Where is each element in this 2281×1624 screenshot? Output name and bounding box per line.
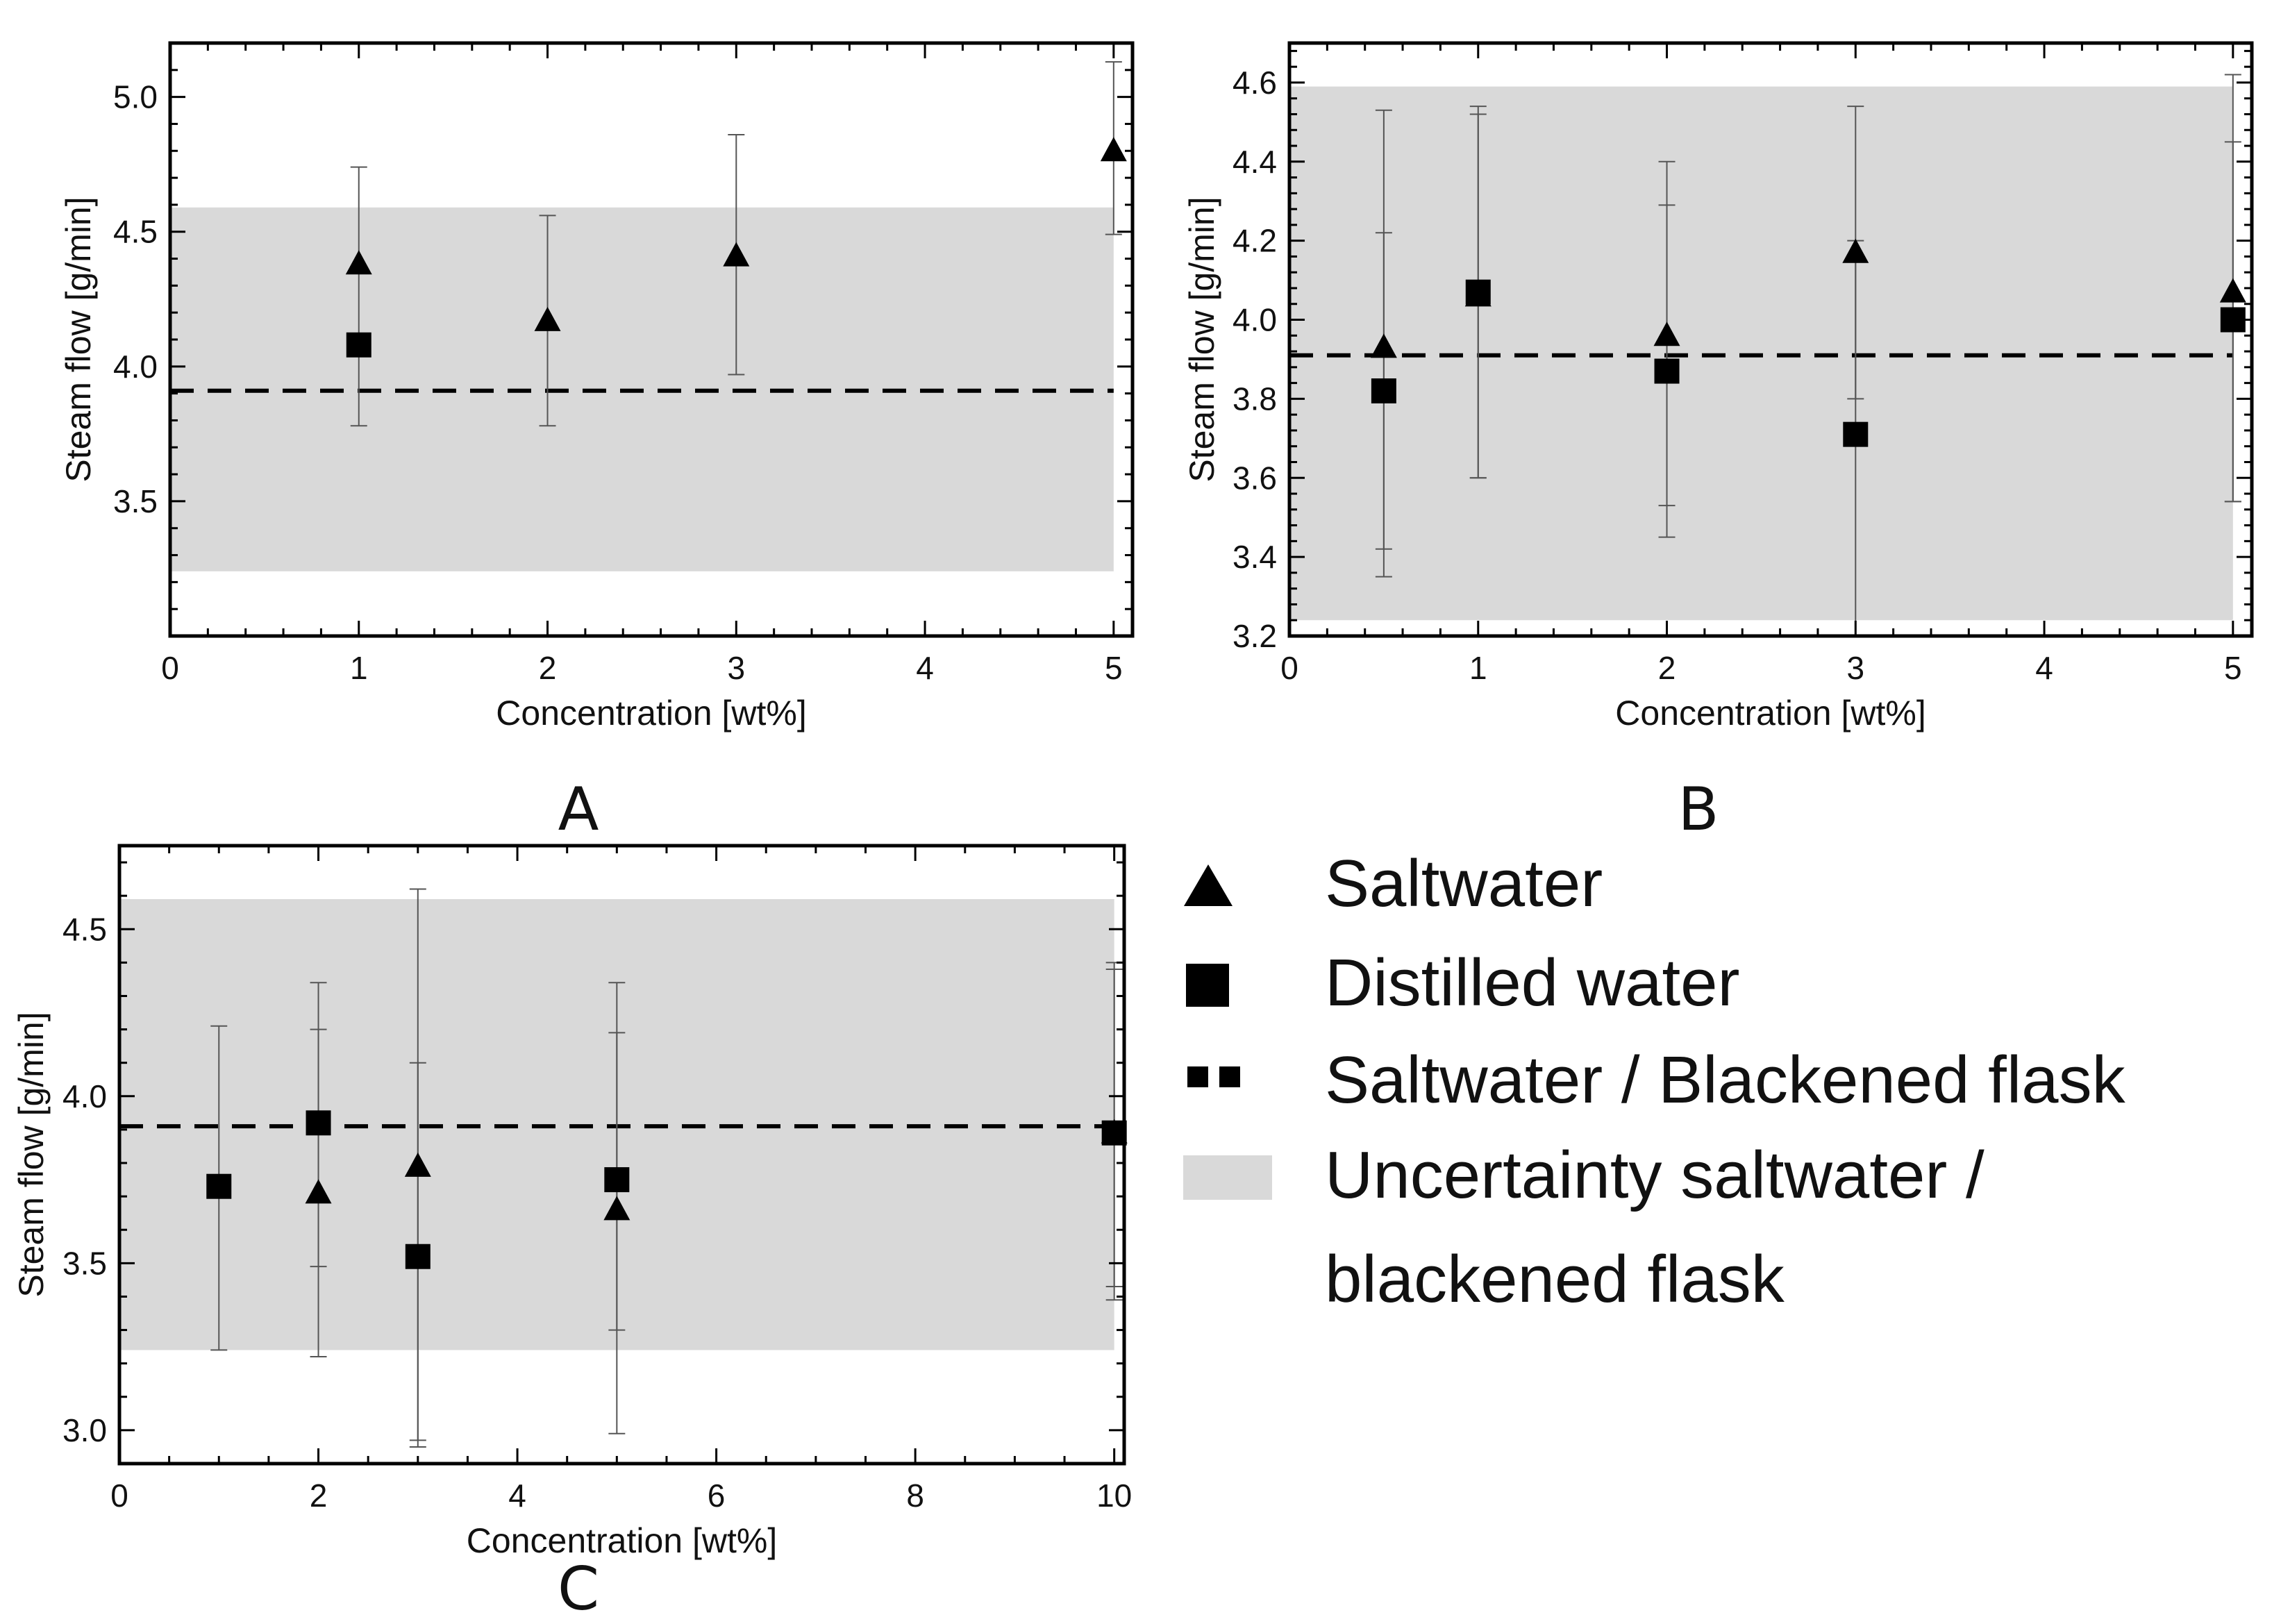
distilled-water-point [1465, 279, 1491, 305]
distilled-water-point [206, 1173, 232, 1199]
x-tick-label: 2 [1658, 650, 1676, 686]
distilled-water-point [1843, 421, 1869, 447]
grey-band-icon [1183, 1155, 1272, 1200]
x-tick-label: 4 [916, 650, 934, 686]
legend-label-saltwater: Saltwater [1325, 846, 1603, 921]
y-tick-label: 4.4 [1233, 144, 1277, 180]
x-tick-label: 3 [1846, 650, 1864, 686]
y-tick-label: 4.0 [1233, 302, 1277, 338]
x-axis-title: Concentration [wt%] [496, 694, 806, 733]
saltwater-point [2219, 278, 2246, 303]
y-tick-label: 4.6 [1233, 65, 1277, 101]
chart-panel-b: 0 1 2 3 4 5 3.2 3.4 3.6 3.8 4.0 4.2 4.4 4.6 Concentrat… [1183, 41, 2254, 733]
saltwater-point [1653, 321, 1680, 346]
saltwater-point [404, 1152, 431, 1177]
panel-label-b: B [1678, 775, 1719, 844]
y-axis-title: Steam flow [g/min] [1183, 196, 1221, 482]
legend-label-uncertainty: Uncertainty saltwater / [1325, 1138, 1985, 1212]
legend-item-baseline: Saltwater / Blackened flask [1187, 1043, 2126, 1117]
distilled-water-point [1371, 378, 1396, 404]
y-tick-label: 4.0 [113, 349, 158, 385]
y-tick-label: 4.2 [1233, 223, 1277, 259]
saltwater-error-bar [350, 166, 367, 427]
saltwater-point [1100, 137, 1127, 162]
distilled-water-point [405, 1244, 431, 1269]
y-tick-label: 4.0 [62, 1078, 107, 1114]
x-tick-label: 5 [1105, 650, 1123, 686]
y-tick-label: 3.2 [1233, 618, 1277, 654]
x-tick-label: 8 [906, 1477, 924, 1514]
y-tick-label: 5.0 [113, 79, 158, 115]
plot-frame [1287, 41, 2254, 638]
legend-item-uncertainty-band: Uncertainty saltwater / blackened flask [1183, 1138, 1985, 1316]
legend-label-distilled-water: Distilled water [1325, 946, 1740, 1020]
distilled-water-point [604, 1167, 630, 1193]
x-tick-label: 6 [708, 1477, 726, 1514]
x-tick-label: 4 [508, 1477, 526, 1514]
x-tick-label: 4 [2035, 650, 2053, 686]
legend-label-uncertainty-line2: blackened flask [1325, 1242, 1785, 1316]
y-axis-title: Steam flow [g/min] [59, 196, 98, 482]
distilled-water-point [306, 1110, 331, 1136]
saltwater-point [534, 306, 561, 331]
saltwater-point [1370, 333, 1397, 358]
saltwater-point [305, 1179, 332, 1204]
legend-item-saltwater: Saltwater [1184, 846, 1603, 921]
x-tick-label: 0 [161, 650, 179, 686]
x-tick-label: 1 [1469, 650, 1487, 686]
y-tick-label: 3.4 [1233, 539, 1277, 575]
x-axis-title: Concentration [wt%] [467, 1521, 777, 1560]
legend-label-baseline: Saltwater / Blackened flask [1325, 1043, 2126, 1117]
saltwater-point [603, 1196, 630, 1221]
x-tick-label: 10 [1096, 1477, 1132, 1514]
saltwater-point [345, 250, 372, 275]
x-axis-title: Concentration [wt%] [1615, 694, 1925, 733]
y-tick-label: 3.6 [1233, 460, 1277, 496]
saltwater-point [723, 242, 750, 267]
dashed-line-icon [1187, 1066, 1240, 1087]
legend-item-distilled-water: Distilled water [1186, 946, 1740, 1020]
distilled-water-point [1654, 358, 1680, 384]
distilled-error-bar [1375, 232, 1392, 578]
plot-frame [117, 844, 1126, 1466]
y-tick-label: 3.8 [1233, 380, 1277, 417]
panel-label-a: A [558, 775, 599, 844]
triangle-icon [1184, 864, 1233, 906]
y-tick-label: 4.5 [62, 911, 107, 947]
x-tick-label: 5 [2224, 650, 2242, 686]
y-tick-label: 3.5 [62, 1245, 107, 1281]
distilled-water-point [346, 332, 371, 358]
x-tick-label: 3 [727, 650, 745, 686]
x-tick-label: 1 [350, 650, 368, 686]
x-tick-label: 0 [110, 1477, 128, 1514]
saltwater-point [1842, 238, 1869, 263]
chart-panel-a: 0 1 2 3 4 5 3.5 4.0 4.5 5.0 Concentration [wt%] Ste… [59, 41, 1135, 733]
x-tick-label: 0 [1280, 650, 1298, 686]
y-axis-title: Steam flow [g/min] [12, 1012, 51, 1297]
square-icon [1186, 964, 1229, 1007]
distilled-error-bar [608, 1032, 626, 1434]
x-tick-label: 2 [539, 650, 557, 686]
y-tick-label: 4.5 [113, 214, 158, 250]
y-tick-label: 3.5 [113, 483, 158, 519]
panel-label-c: C [558, 1555, 599, 1624]
y-tick-label: 3.0 [62, 1412, 107, 1448]
x-tick-label: 2 [310, 1477, 328, 1514]
legend: Saltwater Distilled water Saltwater / Bl… [1183, 846, 2126, 1316]
chart-panel-c: 0 2 4 6 8 10 3.0 3.5 4.0 4.5 Concentration [wt%] St… [12, 844, 1132, 1560]
